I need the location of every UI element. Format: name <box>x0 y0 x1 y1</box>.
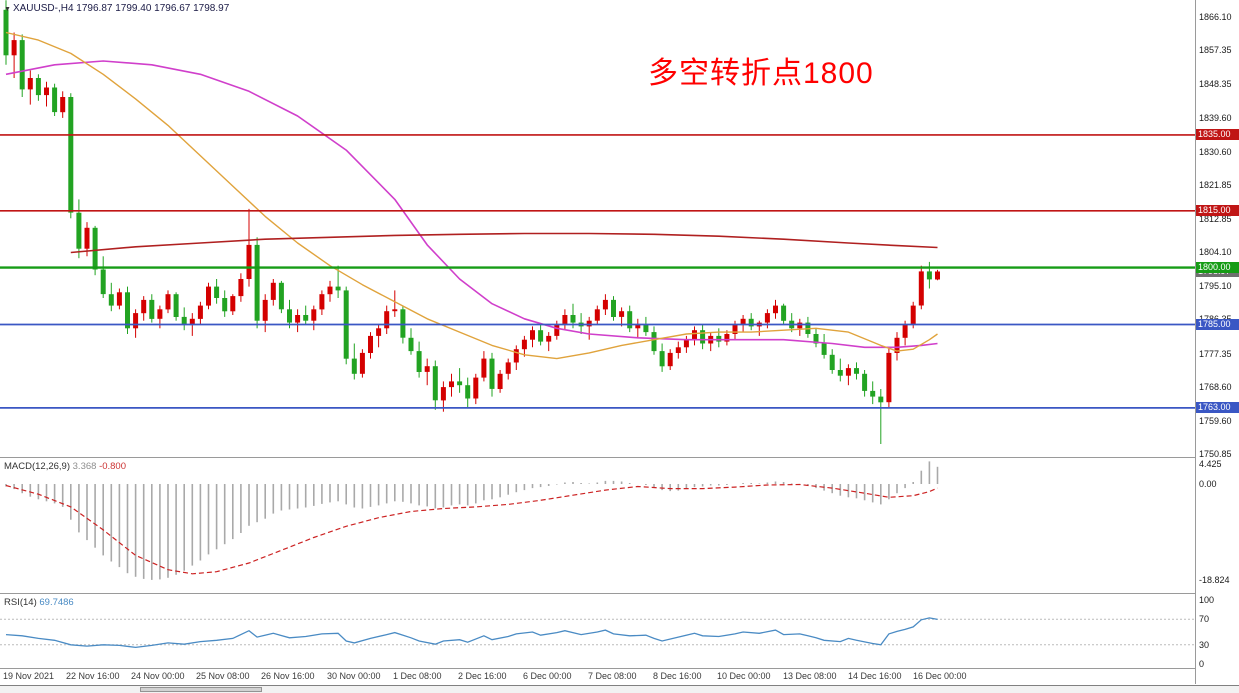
macd-axis-label: -18.824 <box>1199 575 1230 585</box>
chart-symbol-period: XAUUSD-,H4 <box>12 3 74 14</box>
rsi-value: 69.7486 <box>39 597 74 608</box>
time-axis-label: 26 Nov 16:00 <box>261 671 315 681</box>
price-level-label: 1763.00 <box>1196 402 1239 414</box>
rsi-indicator-label: RSI(14) 69.7486 <box>4 597 74 608</box>
candles-series <box>3 0 940 444</box>
rsi-indicator-panel[interactable] <box>0 594 1195 668</box>
price-axis-label: 1768.60 <box>1199 381 1232 392</box>
ohlc-low: 1796.67 <box>154 3 191 14</box>
ma-flat-darkred <box>70 232 938 254</box>
price-axis[interactable]: 1866.10 1857.35 1848.35 1839.60 1830.60 1821.… <box>1196 0 1239 684</box>
time-axis-label: 2 Dec 16:00 <box>458 671 507 681</box>
time-axis-label: 25 Nov 08:00 <box>196 671 250 681</box>
chart-scrollbar-thumb[interactable] <box>140 687 262 692</box>
time-axis-label: 1 Dec 08:00 <box>393 671 442 681</box>
rsi-axis-label: 0 <box>1199 659 1205 669</box>
axis-separator <box>1195 0 1196 684</box>
rsi-line <box>5 617 938 649</box>
macd-name: MACD(12,26,9) <box>4 461 70 472</box>
chart-scrollbar-track[interactable] <box>0 685 1239 693</box>
time-axis[interactable]: 19 Nov 2021 22 Nov 16:00 24 Nov 00:00 25 No… <box>0 670 1195 684</box>
price-axis-label: 1848.35 <box>1199 79 1232 90</box>
macd-histogram <box>5 461 939 580</box>
rsi-axis-label: 30 <box>1199 639 1210 650</box>
rsi-level-lines <box>0 618 1195 646</box>
chart-title: ▼ XAUUSD-,H4 1796.87 1799.40 1796.67 1798… <box>4 3 229 14</box>
price-axis-label: 1866.10 <box>1199 12 1232 22</box>
panel-separator[interactable] <box>0 593 1239 594</box>
time-axis-label: 22 Nov 16:00 <box>66 671 120 681</box>
time-axis-label: 16 Dec 00:00 <box>913 671 967 681</box>
price-axis-label: 1812.85 <box>1199 213 1232 224</box>
time-axis-label: 10 Dec 00:00 <box>717 671 771 681</box>
macd-indicator-label: MACD(12,26,9) 3.368 -0.800 <box>4 461 126 472</box>
macd-signal-value: -0.800 <box>99 461 126 472</box>
price-annotation-text[interactable]: 多空转折点1800 <box>648 57 874 90</box>
rsi-name: RSI(14) <box>4 597 37 608</box>
main-candlestick-chart[interactable] <box>0 0 1195 457</box>
price-axis-label: 1821.85 <box>1199 179 1232 190</box>
time-axis-label: 7 Dec 08:00 <box>588 671 637 681</box>
macd-axis-label: 4.425 <box>1199 459 1222 469</box>
price-axis-label: 1750.85 <box>1199 449 1232 459</box>
macd-axis-label: 0.00 <box>1199 479 1217 489</box>
price-level-label: 1815.00 <box>1196 205 1239 217</box>
time-axis-label: 24 Nov 00:00 <box>131 671 185 681</box>
panel-separator <box>0 668 1239 669</box>
time-axis-label: 30 Nov 00:00 <box>327 671 381 681</box>
macd-indicator-panel[interactable] <box>0 458 1195 593</box>
rsi-axis-label: 100 <box>1199 595 1215 605</box>
price-axis-label: 1777.35 <box>1199 348 1232 359</box>
rsi-axis-label: 70 <box>1199 614 1210 625</box>
price-level-label: 1800.00 <box>1196 262 1239 274</box>
price-level-label: 1835.00 <box>1196 129 1239 141</box>
price-axis-label: 1830.60 <box>1199 146 1232 157</box>
time-axis-label: 14 Dec 16:00 <box>848 671 902 681</box>
price-axis-label: 1795.10 <box>1199 281 1232 292</box>
panel-separator[interactable] <box>0 457 1239 458</box>
ohlc-close: 1798.97 <box>193 3 230 14</box>
price-axis-label: 1857.35 <box>1199 45 1232 56</box>
price-level-label: 1785.00 <box>1196 319 1239 330</box>
horizontal-level-lines <box>0 134 1195 409</box>
time-axis-label: 13 Dec 08:00 <box>783 671 837 681</box>
time-axis-label: 8 Dec 16:00 <box>653 671 702 681</box>
price-axis-label: 1804.10 <box>1199 247 1232 258</box>
time-axis-label: 19 Nov 2021 <box>3 671 55 681</box>
macd-signal-line <box>5 483 938 575</box>
ohlc-open: 1796.87 <box>76 3 113 14</box>
ohlc-high: 1799.40 <box>115 3 152 14</box>
macd-main-value: 3.368 <box>72 461 97 472</box>
price-axis-label: 1759.60 <box>1199 415 1232 426</box>
ma-long-magenta <box>5 60 938 349</box>
symbol-dropdown-icon[interactable]: ▼ <box>4 6 11 13</box>
time-axis-label: 6 Dec 00:00 <box>523 671 572 681</box>
ma-mid-orange <box>5 31 938 360</box>
price-axis-label: 1839.60 <box>1199 112 1232 123</box>
